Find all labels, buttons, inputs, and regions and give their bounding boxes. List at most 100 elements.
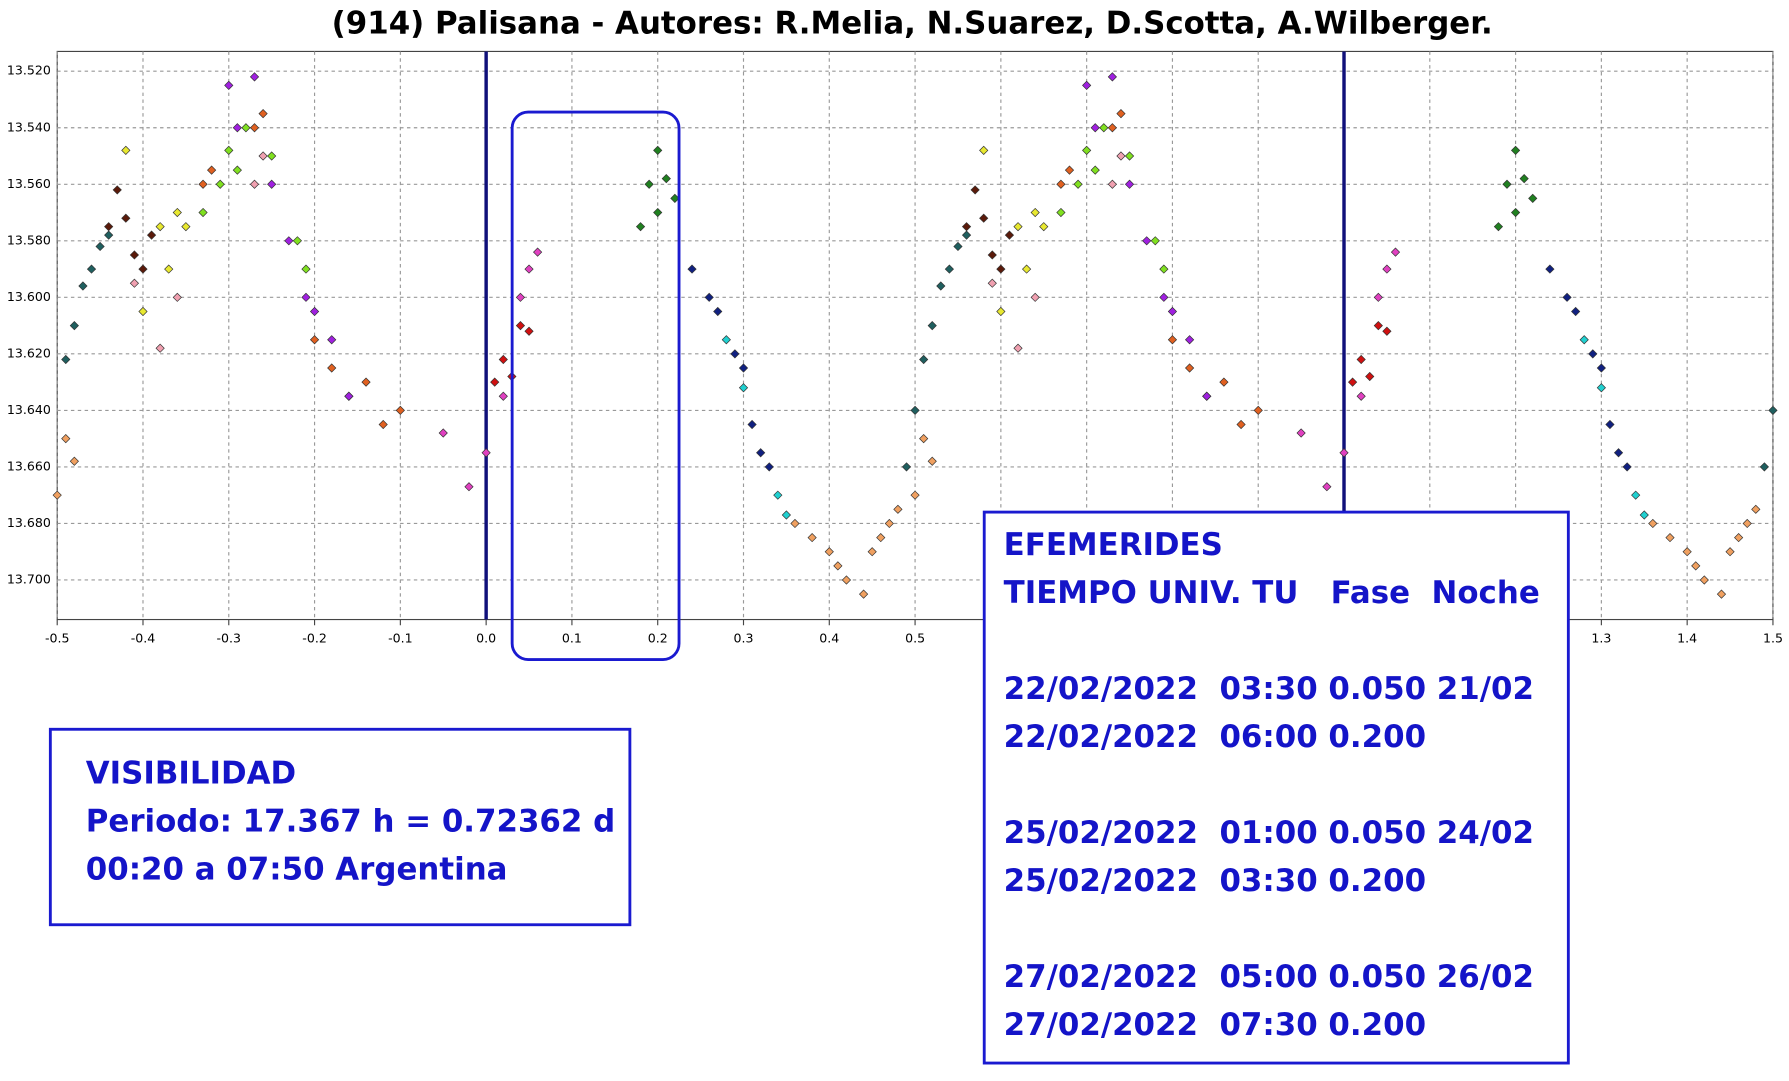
point (910, 405, 920, 415)
point (52, 490, 62, 500)
point (1099, 123, 1109, 133)
point (704, 292, 714, 302)
point (198, 207, 208, 218)
point (309, 306, 320, 317)
point (738, 383, 749, 393)
point (129, 278, 140, 288)
point (498, 354, 508, 365)
point (987, 278, 997, 288)
point (1562, 292, 1572, 302)
point (1124, 151, 1135, 161)
point (884, 518, 894, 529)
point (1013, 222, 1023, 232)
point (738, 363, 749, 373)
point (172, 292, 182, 302)
point (215, 179, 225, 189)
point (1056, 207, 1066, 218)
point (1296, 428, 1306, 438)
point (1039, 222, 1049, 232)
point (1588, 349, 1598, 359)
point (241, 123, 251, 133)
point (1073, 179, 1083, 189)
panel-header: TIEMPO UNIV. TU Fase Noche (1004, 575, 1540, 611)
point (1648, 518, 1658, 529)
y-tick-label: 13.700 (7, 571, 51, 586)
point (1356, 354, 1366, 365)
point (979, 145, 989, 155)
point (1742, 518, 1752, 529)
point (249, 123, 260, 133)
point (653, 145, 663, 155)
highlight-box (510, 110, 681, 661)
point (524, 264, 534, 274)
point (1142, 236, 1152, 246)
point (790, 518, 800, 529)
point (69, 456, 79, 466)
point (859, 589, 869, 599)
point (687, 264, 697, 274)
point (438, 428, 448, 438)
point (1502, 179, 1512, 189)
point (1030, 207, 1040, 218)
point (1356, 391, 1366, 401)
panel-line: 27/02/2022 07:30 0.200 (1004, 1007, 1426, 1043)
point (1107, 123, 1117, 133)
panel-line: 25/02/2022 03:30 0.200 (1004, 863, 1426, 899)
point (1639, 510, 1649, 520)
panel-line: Periodo: 17.367 h = 0.72362 d (86, 804, 615, 840)
x-tick-label: -0.4 (131, 630, 156, 645)
point (807, 532, 817, 543)
point (1382, 326, 1392, 336)
panel-line: 22/02/2022 03:30 0.050 21/02 (1004, 671, 1534, 707)
point (1751, 504, 1761, 514)
point (1116, 109, 1126, 119)
point (833, 561, 843, 571)
point (78, 281, 88, 291)
point (1322, 482, 1332, 492)
point (764, 462, 774, 472)
point (1090, 165, 1100, 175)
point (267, 151, 277, 161)
point (1064, 165, 1075, 175)
point (1030, 292, 1040, 302)
x-tick-label: -0.1 (388, 630, 413, 645)
point (1493, 222, 1504, 232)
point (309, 335, 320, 345)
point (524, 326, 534, 336)
y-tick-label: 13.520 (7, 63, 51, 78)
point (721, 335, 731, 345)
x-tick-label: 0.3 (734, 630, 754, 645)
point (927, 320, 937, 331)
panel-title: EFEMERIDES (1004, 527, 1223, 563)
point (1373, 292, 1383, 302)
point (893, 504, 903, 514)
point (961, 222, 972, 232)
point (927, 456, 937, 466)
point (1390, 247, 1401, 257)
chart-title: (914) Palisana - Autores: R.Melia, N.Sua… (332, 6, 1493, 42)
point (498, 391, 508, 401)
y-tick-label: 13.580 (7, 232, 51, 247)
point (953, 241, 963, 252)
point (515, 320, 526, 331)
point (1347, 377, 1358, 387)
point (979, 213, 989, 223)
point (301, 292, 311, 302)
point (1167, 306, 1178, 317)
point (1510, 145, 1521, 155)
x-tick-label: -0.2 (302, 630, 327, 645)
point (172, 207, 182, 218)
point (155, 222, 165, 232)
point (1596, 363, 1606, 373)
point (164, 264, 174, 274)
point (1124, 179, 1135, 189)
point (1571, 306, 1581, 317)
point (86, 264, 97, 274)
point (1605, 419, 1615, 430)
point (121, 213, 131, 223)
point (1665, 532, 1675, 543)
point (1528, 193, 1538, 204)
x-tick-label: -0.5 (45, 630, 70, 645)
point (1716, 589, 1727, 599)
